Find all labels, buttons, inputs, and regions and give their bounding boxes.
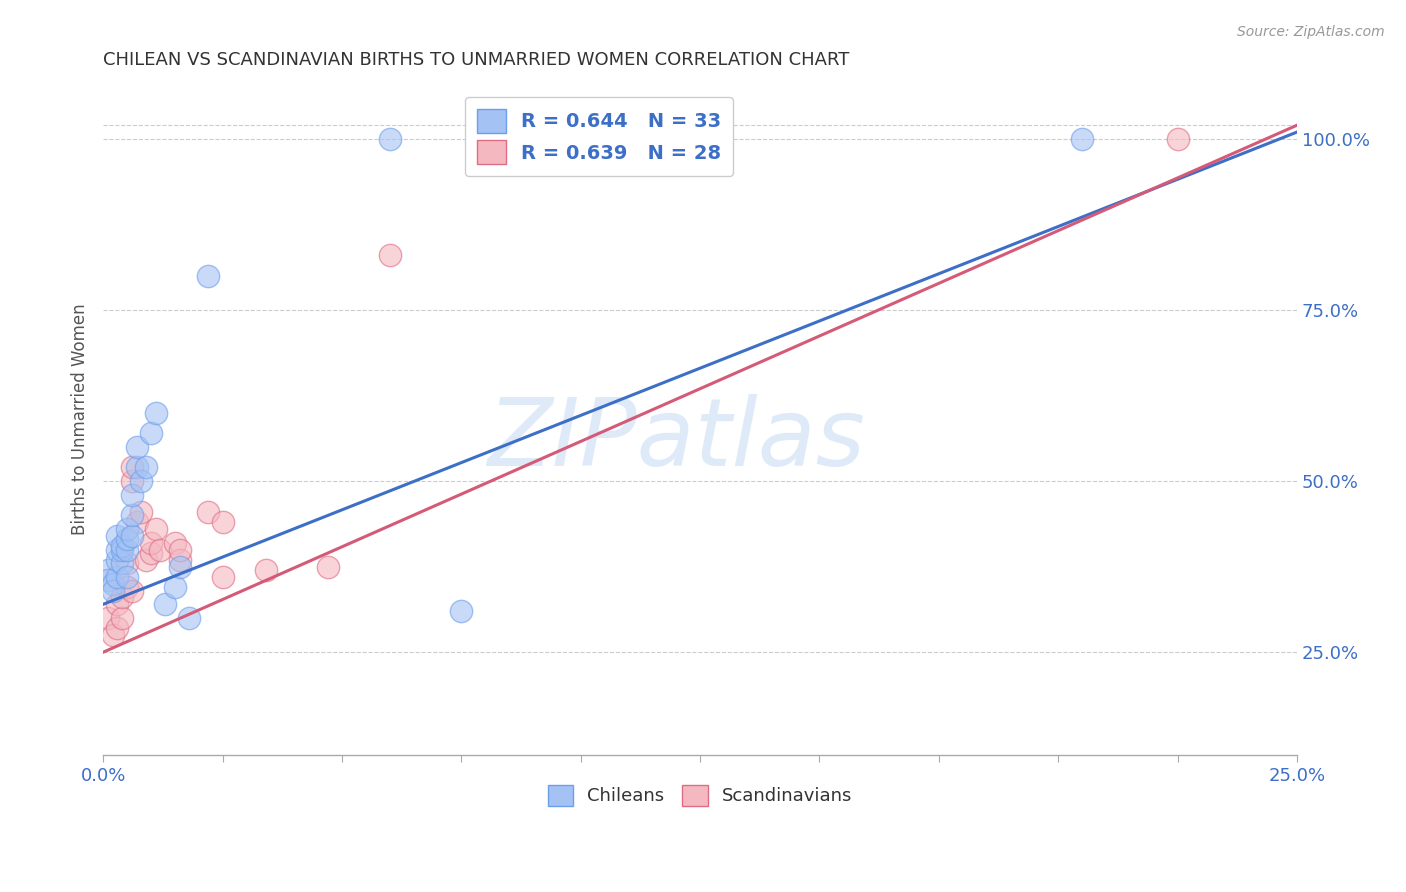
Point bbox=[101, 583, 124, 598]
Point bbox=[115, 522, 138, 536]
Point bbox=[125, 515, 148, 529]
Point bbox=[211, 570, 233, 584]
Point bbox=[115, 542, 138, 557]
Point bbox=[107, 597, 129, 611]
Point bbox=[450, 604, 472, 618]
Y-axis label: Births to Unmarried Women: Births to Unmarried Women bbox=[72, 303, 89, 535]
Point bbox=[378, 132, 401, 146]
Point bbox=[125, 440, 148, 454]
Point bbox=[197, 268, 219, 283]
Text: ZIPatlas: ZIPatlas bbox=[488, 394, 865, 485]
Point bbox=[149, 542, 172, 557]
Point bbox=[131, 505, 153, 519]
Point bbox=[135, 460, 157, 475]
Point bbox=[139, 426, 162, 441]
Point bbox=[111, 556, 134, 570]
Point bbox=[107, 542, 129, 557]
Point bbox=[169, 542, 191, 557]
Point bbox=[197, 505, 219, 519]
Point bbox=[107, 570, 129, 584]
Point bbox=[1167, 132, 1189, 146]
Point bbox=[177, 611, 200, 625]
Point bbox=[101, 576, 124, 591]
Point bbox=[107, 553, 129, 567]
Point bbox=[139, 535, 162, 549]
Point bbox=[121, 529, 143, 543]
Legend: Chileans, Scandinavians: Chileans, Scandinavians bbox=[540, 778, 860, 813]
Point bbox=[111, 539, 134, 553]
Point bbox=[145, 406, 167, 420]
Text: CHILEAN VS SCANDINAVIAN BIRTHS TO UNMARRIED WOMEN CORRELATION CHART: CHILEAN VS SCANDINAVIAN BIRTHS TO UNMARR… bbox=[103, 51, 849, 69]
Point bbox=[169, 559, 191, 574]
Point bbox=[163, 535, 186, 549]
Point bbox=[107, 529, 129, 543]
Point bbox=[169, 553, 191, 567]
Point bbox=[111, 611, 134, 625]
Point bbox=[135, 553, 157, 567]
Point bbox=[569, 132, 592, 146]
Point bbox=[97, 611, 120, 625]
Point bbox=[111, 591, 134, 605]
Point bbox=[101, 628, 124, 642]
Point bbox=[97, 574, 120, 588]
Point bbox=[121, 508, 143, 523]
Point bbox=[139, 546, 162, 560]
Text: Source: ZipAtlas.com: Source: ZipAtlas.com bbox=[1237, 25, 1385, 39]
Point bbox=[155, 597, 177, 611]
Point bbox=[1071, 132, 1094, 146]
Point bbox=[115, 556, 138, 570]
Point bbox=[254, 563, 277, 577]
Point bbox=[115, 570, 138, 584]
Point bbox=[107, 621, 129, 635]
Point bbox=[316, 559, 339, 574]
Point bbox=[111, 542, 134, 557]
Point bbox=[121, 583, 143, 598]
Point bbox=[121, 474, 143, 488]
Point bbox=[115, 533, 138, 547]
Point bbox=[131, 474, 153, 488]
Point bbox=[115, 580, 138, 594]
Point bbox=[97, 563, 120, 577]
Point bbox=[121, 460, 143, 475]
Point bbox=[125, 460, 148, 475]
Point bbox=[378, 248, 401, 262]
Point bbox=[121, 488, 143, 502]
Point bbox=[163, 580, 186, 594]
Point bbox=[145, 522, 167, 536]
Point bbox=[211, 515, 233, 529]
